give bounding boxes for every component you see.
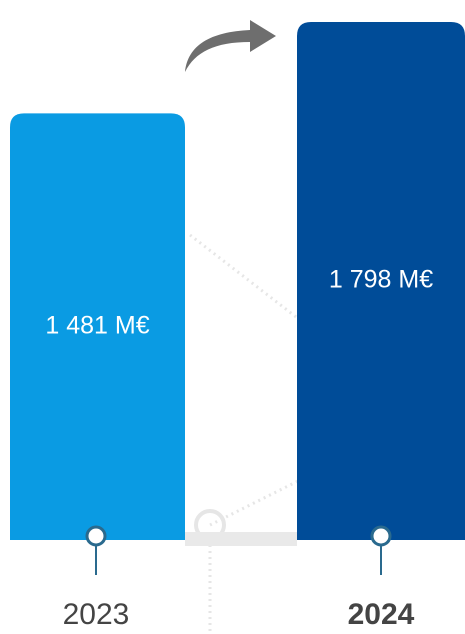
x-tick-label: 2024 bbox=[348, 598, 415, 631]
marker-dot bbox=[370, 525, 392, 547]
arrow bbox=[185, 20, 276, 72]
marker-dot bbox=[85, 525, 107, 547]
value-label: 1 481 M€ bbox=[45, 311, 149, 339]
background-decoration bbox=[189, 233, 301, 634]
baseline-band bbox=[185, 532, 297, 546]
bar bbox=[10, 113, 185, 540]
bar bbox=[297, 22, 465, 540]
value-label: 1 798 M€ bbox=[329, 266, 433, 294]
decor-line bbox=[189, 233, 301, 322]
growth-arrow bbox=[185, 20, 276, 72]
x-tick-label: 2023 bbox=[63, 598, 130, 631]
